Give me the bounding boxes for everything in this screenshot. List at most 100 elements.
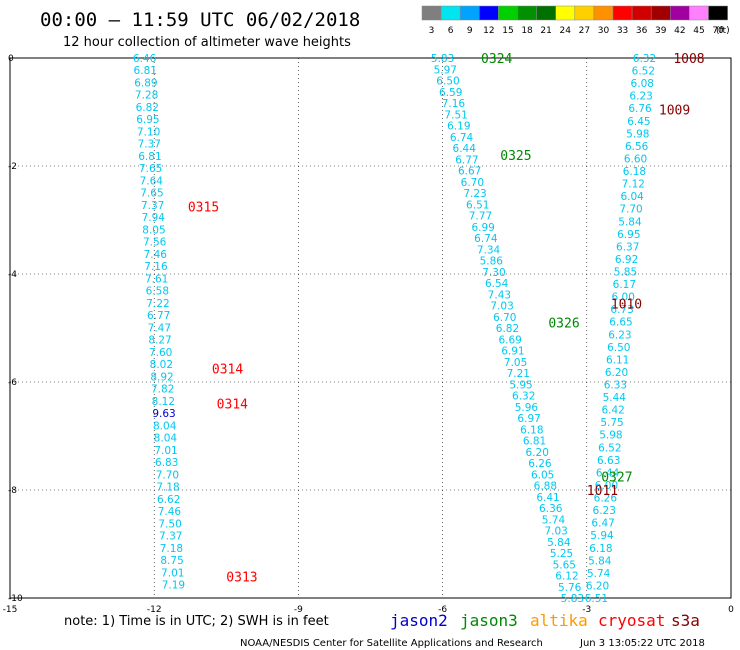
wave-height-point: 7.28 — [135, 90, 158, 102]
orbit-label: 1010 — [611, 298, 642, 313]
wave-height-point: 7.01 — [154, 445, 177, 457]
wave-height-point: 6.54 — [485, 278, 509, 290]
scale-swatch-13 — [670, 5, 690, 21]
wave-height-point: 5.84 — [618, 216, 642, 228]
wave-height-point: 7.37 — [138, 139, 161, 151]
wave-height-point: 6.52 — [598, 442, 621, 454]
wave-height-point: 6.11 — [606, 354, 629, 366]
scale-tick-label: 18 — [521, 26, 533, 36]
wave-height-point: 6.20 — [605, 367, 628, 379]
wave-height-point: 6.17 — [613, 279, 636, 291]
wave-height-point: 5.97 — [434, 64, 457, 76]
y-tick-label: -10 — [8, 594, 23, 604]
scale-swatch-15 — [708, 5, 728, 21]
wave-height-point: 6.42 — [601, 405, 624, 417]
wave-height-point: 7.70 — [619, 204, 642, 216]
wave-height-point: 5.86 — [480, 256, 504, 268]
wave-height-point: 6.92 — [615, 254, 638, 266]
wave-height-point: 5.44 — [603, 392, 627, 404]
wave-height-point: 5.76 — [558, 582, 582, 594]
wave-height-point: 7.43 — [488, 289, 511, 301]
wave-height-point: 6.58 — [146, 286, 169, 298]
wave-height-point: 6.12 — [555, 571, 578, 583]
orbit-label: 0313 — [226, 570, 257, 585]
wave-height-point: 6.08 — [631, 78, 654, 90]
wave-height-point: 6.95 — [136, 114, 159, 126]
wave-height-point: 7.21 — [507, 368, 530, 380]
wave-height-point: 7.22 — [146, 298, 169, 310]
orbit-label: 1011 — [587, 484, 618, 499]
wave-height-point: 6.56 — [625, 141, 649, 153]
scale-tick-label: 12 — [483, 26, 494, 36]
scale-swatch-11 — [631, 5, 652, 21]
wave-height-point: 6.00 — [595, 480, 618, 492]
satellite-legend: jason2 jason3 altika cryosat s3a — [390, 611, 700, 630]
wave-height-point: 6.51 — [585, 593, 608, 605]
wave-height-point: 5.74 — [542, 514, 566, 526]
wave-height-point: 6.97 — [517, 413, 540, 425]
orbit-label: 1008 — [673, 52, 704, 67]
wave-height-point: 8.75 — [160, 555, 183, 567]
wave-height-point: 7.03 — [490, 301, 513, 313]
wave-height-point: 6.52 — [632, 66, 655, 78]
wave-height-point: 7.82 — [151, 384, 174, 396]
wave-height-point: 7.46 — [144, 249, 168, 261]
scale-tick-label: 30 — [598, 26, 610, 36]
wave-height-point: 5.94 — [590, 530, 614, 542]
wave-height-point: 6.26 — [528, 458, 552, 470]
plot-frame — [9, 57, 732, 599]
scale-tick-label: 70 — [712, 26, 724, 36]
scale-tick-label: 45 — [693, 26, 704, 36]
y-tick-label: -8 — [8, 486, 17, 496]
wave-height-point: 6.32 — [512, 391, 535, 403]
wave-height-point: 5.83 — [431, 53, 454, 65]
orbit-label: 0326 — [548, 317, 579, 332]
scale-swatch-6 — [536, 5, 556, 21]
wave-height-point: 7.01 — [161, 567, 184, 579]
wave-height-point: 6.46 — [133, 53, 157, 65]
wave-height-point: 5.98 — [599, 430, 622, 442]
wave-height-point: 5.74 — [587, 568, 611, 580]
x-tick-label: -3 — [582, 605, 591, 615]
wave-height-point: 6.99 — [471, 222, 494, 234]
scale-tick-label: 42 — [674, 26, 685, 36]
wave-height-point: 7.19 — [162, 580, 185, 592]
y-tick-label: 0 — [8, 54, 14, 64]
wave-height-point: 7.23 — [463, 188, 486, 200]
x-tick-label: 0 — [728, 605, 734, 615]
scale-swatch-9 — [593, 5, 614, 21]
chart-title: 00:00 – 11:59 UTC 06/02/2018 — [40, 9, 360, 31]
wave-height-point: 6.82 — [136, 102, 159, 114]
wave-height-point: 7.16 — [144, 261, 168, 273]
wave-height-point: 7.70 — [156, 469, 179, 481]
wave-height-point: 5.75 — [600, 417, 623, 429]
wave-height-point: 6.81 — [134, 65, 157, 77]
wave-height-point: 9.63 — [152, 408, 175, 420]
wave-height-point: 6.19 — [447, 121, 470, 133]
scale-tick-label: 15 — [502, 26, 513, 36]
scale-swatch-7 — [555, 5, 576, 21]
wave-height-point: 6.23 — [608, 329, 631, 341]
wave-height-point: 7.10 — [137, 126, 160, 138]
wave-height-point: 6.33 — [604, 380, 627, 392]
x-tick-label: -15 — [3, 605, 18, 615]
wave-height-point: 6.51 — [466, 199, 489, 211]
wave-height-point: 6.95 — [617, 229, 640, 241]
wave-height-point: 5.98 — [626, 128, 649, 140]
orbit-label: 0324 — [481, 52, 512, 67]
wave-height-point: 8.02 — [150, 359, 173, 371]
wave-height-point: 7.03 — [544, 526, 567, 538]
wave-height-point: 7.30 — [482, 267, 505, 279]
wave-height-point: 5.85 — [614, 266, 637, 278]
wave-height-point: 6.65 — [609, 317, 632, 329]
wave-height-point: 6.67 — [458, 166, 481, 178]
wave-height-point: 6.50 — [436, 76, 459, 88]
scale-tick-label: 39 — [655, 26, 667, 36]
footer-note: note: 1) Time is in UTC; 2) SWH is in fe… — [64, 614, 329, 629]
scale-tick-label: 6 — [448, 26, 454, 36]
scale-tick-label: 33 — [617, 26, 628, 36]
wave-height-point: 6.18 — [520, 424, 543, 436]
scale-swatch-8 — [574, 5, 595, 21]
scale-swatch-1 — [440, 5, 461, 21]
scale-tick-label: 3 — [429, 26, 435, 36]
